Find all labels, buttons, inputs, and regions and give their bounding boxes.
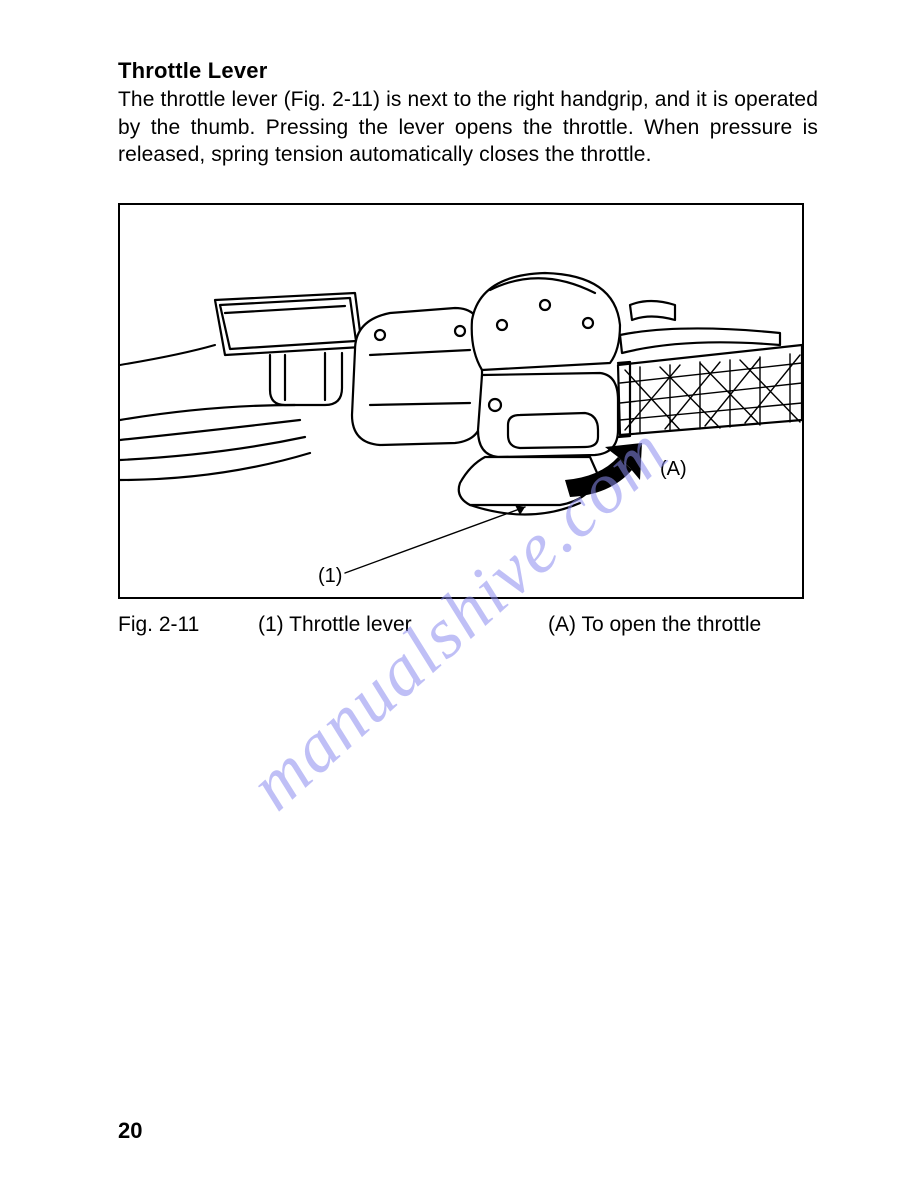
figure-caption: Fig. 2-11 (1) Throttle lever (A) To open…	[118, 613, 818, 637]
figure-container: (A) (1)	[118, 203, 804, 599]
section-heading: Throttle Lever	[118, 58, 818, 84]
throttle-diagram: (A) (1)	[120, 205, 802, 597]
caption-fig: Fig. 2-11	[118, 613, 228, 637]
figure-label-a: (A)	[660, 458, 687, 480]
page-number: 20	[118, 1118, 142, 1144]
manual-page: Throttle Lever The throttle lever (Fig. …	[0, 0, 918, 1188]
caption-partA: (A) To open the throttle	[548, 613, 761, 637]
figure-label-1: (1)	[318, 565, 342, 587]
caption-part1: (1) Throttle lever	[258, 613, 518, 637]
body-paragraph: The throttle lever (Fig. 2-11) is next t…	[118, 86, 818, 169]
